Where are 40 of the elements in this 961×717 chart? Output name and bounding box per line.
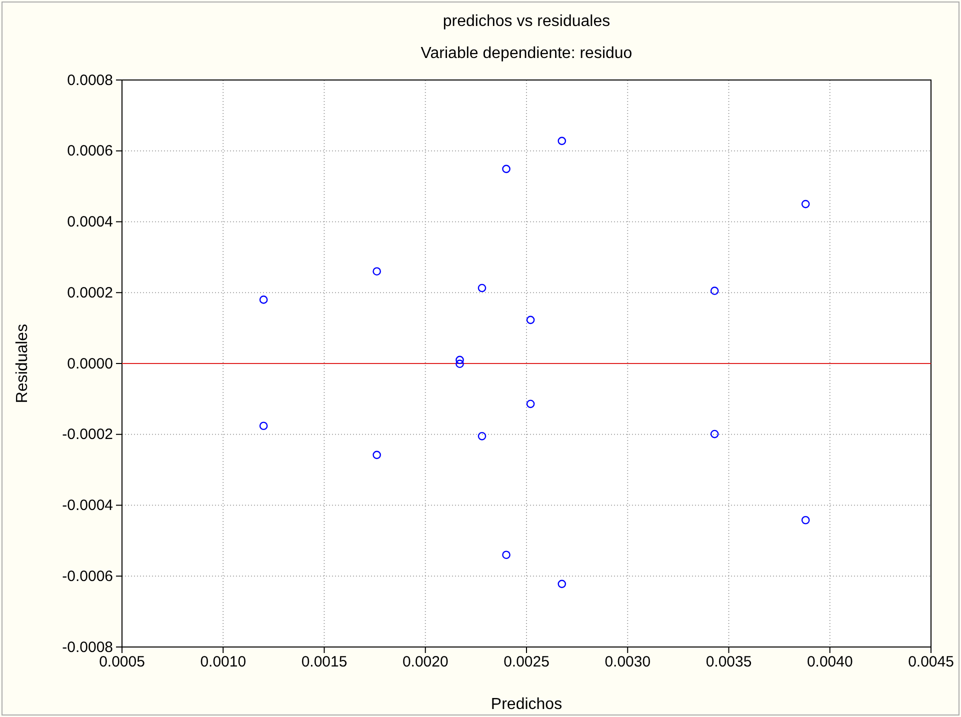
point bbox=[456, 356, 464, 364]
point bbox=[526, 400, 535, 408]
point bbox=[502, 164, 510, 174]
point bbox=[801, 200, 810, 208]
y-tick-label: 0.0008 bbox=[67, 72, 113, 89]
point bbox=[710, 286, 719, 296]
y-tick-label: -0.0006 bbox=[62, 568, 113, 585]
point bbox=[710, 430, 719, 438]
x-tick-label: 0.0035 bbox=[706, 654, 752, 671]
y-tick-label: -0.0002 bbox=[62, 426, 113, 444]
y-tick-label: 0.0004 bbox=[67, 214, 113, 231]
x-tick-label: 0.0015 bbox=[301, 654, 348, 671]
point bbox=[558, 580, 566, 588]
y-tick-label: -0.0004 bbox=[62, 497, 113, 514]
point bbox=[478, 432, 486, 440]
x-tick-label: 0.0020 bbox=[402, 654, 448, 671]
x-tick-label: 0.0025 bbox=[504, 654, 550, 671]
point bbox=[456, 360, 464, 368]
point bbox=[259, 296, 268, 304]
x-tick-label: 0.0045 bbox=[908, 654, 954, 671]
y-tick-label: 0.0002 bbox=[67, 284, 113, 302]
y-axis-title: Residuales bbox=[14, 324, 31, 404]
point bbox=[558, 136, 566, 146]
point bbox=[502, 550, 510, 560]
x-tick-label: 0.0005 bbox=[99, 654, 145, 671]
chart-subtitle: Variable dependiente: residuo bbox=[420, 45, 632, 62]
x-tick-label: 0.0040 bbox=[806, 654, 853, 671]
point bbox=[259, 422, 268, 430]
point bbox=[372, 450, 382, 460]
y-tick-label: 0.0000 bbox=[67, 355, 113, 372]
x-tick-label: 0.0010 bbox=[200, 654, 246, 671]
chart-title: predichos vs residuales bbox=[442, 13, 610, 30]
x-tick-label: 0.0030 bbox=[604, 654, 651, 671]
point bbox=[478, 284, 486, 292]
x-axis-title: Predichos bbox=[490, 696, 562, 713]
y-tick-label: -0.0008 bbox=[62, 638, 113, 656]
point bbox=[526, 316, 535, 324]
y-tick-label: 0.0006 bbox=[67, 142, 113, 160]
point bbox=[801, 516, 810, 524]
point bbox=[372, 267, 382, 276]
